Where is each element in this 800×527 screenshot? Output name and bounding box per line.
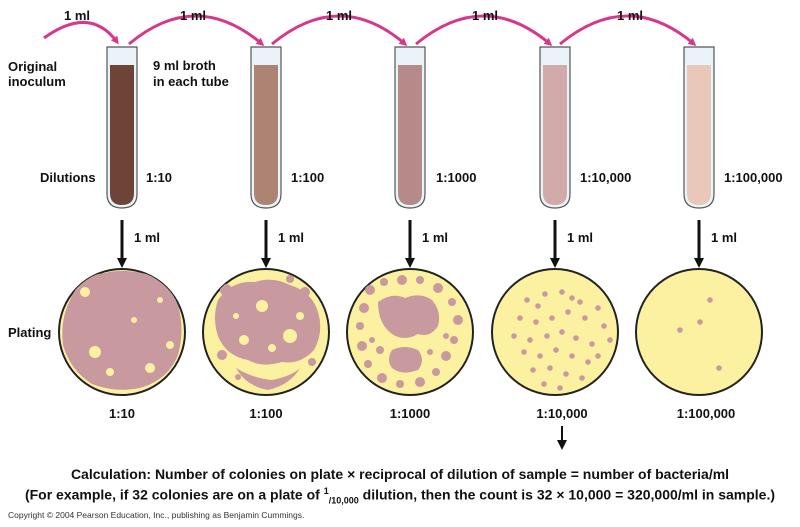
dilutions-label: Dilutions	[40, 170, 96, 185]
tube-dilution-1: 1:100	[291, 170, 324, 185]
tube-1	[250, 46, 282, 209]
transfer-arrows	[43, 14, 697, 46]
plate-dilution-2: 1:1000	[390, 406, 430, 421]
plating-volume-1: 1 ml	[278, 230, 304, 245]
example-after: dilution, then the count is 32 × 10,000 …	[358, 486, 776, 503]
broth-note-line2: in each tube	[153, 74, 229, 89]
plate-3-colonies	[511, 289, 613, 391]
tube-4	[683, 46, 715, 209]
tube-dilution-3: 1:10,000	[580, 170, 631, 185]
transfer-arrow-4	[559, 14, 697, 46]
plate-dilution-4: 1:100,000	[677, 406, 736, 421]
plating-label: Plating	[8, 325, 51, 340]
tube-liquid-0	[110, 65, 134, 205]
transfer-arrow-1	[128, 14, 265, 46]
tube-liquid-3	[543, 65, 567, 205]
plate-2	[346, 268, 474, 396]
plating-arrows	[117, 220, 704, 268]
plate-0-growth	[62, 270, 182, 390]
transfer-label-0: 1 ml	[64, 8, 90, 23]
plate-3	[491, 268, 619, 396]
example-before: (For example, if 32 colonies are on a pl…	[24, 486, 324, 503]
plate-dilution-1: 1:100	[249, 406, 282, 421]
tubes	[106, 46, 715, 209]
tube-liquid-4	[687, 65, 711, 205]
tube-liquid-2	[398, 65, 422, 205]
plate-4	[635, 268, 763, 396]
tube-0	[106, 46, 138, 209]
plate-0-gaps	[80, 287, 174, 376]
tube-2	[394, 46, 426, 209]
tube-3	[539, 46, 571, 209]
tube-liquid-1	[254, 65, 278, 205]
tube-dilution-2: 1:1000	[436, 170, 476, 185]
original-inoculum-label-line2: inoculum	[8, 74, 66, 89]
plate-2-growth	[356, 275, 463, 388]
plating-volume-0: 1 ml	[134, 230, 160, 245]
plating-volume-3: 1 ml	[567, 230, 593, 245]
plate-1	[202, 268, 330, 396]
tube-dilution-0: 1:10	[146, 170, 172, 185]
example-fraction-denominator: /10,000	[328, 495, 359, 506]
plate-1-gaps	[233, 300, 304, 352]
transfer-label-4: 1 ml	[617, 8, 643, 23]
transfer-arrow-0	[43, 21, 119, 45]
plate-dilution-0: 1:10	[109, 406, 135, 421]
plates	[58, 268, 763, 396]
plate-4-colonies	[677, 297, 722, 371]
transfer-arrow-3	[415, 14, 553, 46]
transfer-label-1: 1 ml	[180, 8, 206, 23]
tube-dilution-4: 1:100,000	[724, 170, 783, 185]
broth-note-line1: 9 ml broth	[153, 58, 216, 73]
plate-dilution-3: 1:10,000	[536, 406, 587, 421]
plating-volume-4: 1 ml	[711, 230, 737, 245]
copyright-text: Copyright © 2004 Pearson Education, Inc.…	[8, 510, 305, 520]
transfer-label-3: 1 ml	[472, 8, 498, 23]
example-text: (For example, if 32 colonies are on a pl…	[0, 486, 800, 505]
calculation-text: Calculation: Number of colonies on plate…	[70, 466, 730, 482]
example-fraction-numerator: 1	[323, 486, 329, 496]
transfer-labels: 1 ml 1 ml 1 ml 1 ml 1 ml	[64, 8, 643, 23]
plate-0	[58, 268, 186, 396]
transfer-label-2: 1 ml	[326, 8, 352, 23]
original-inoculum-label-line1: Original	[8, 59, 57, 74]
plating-volume-2: 1 ml	[422, 230, 448, 245]
transfer-arrow-2	[271, 14, 408, 46]
